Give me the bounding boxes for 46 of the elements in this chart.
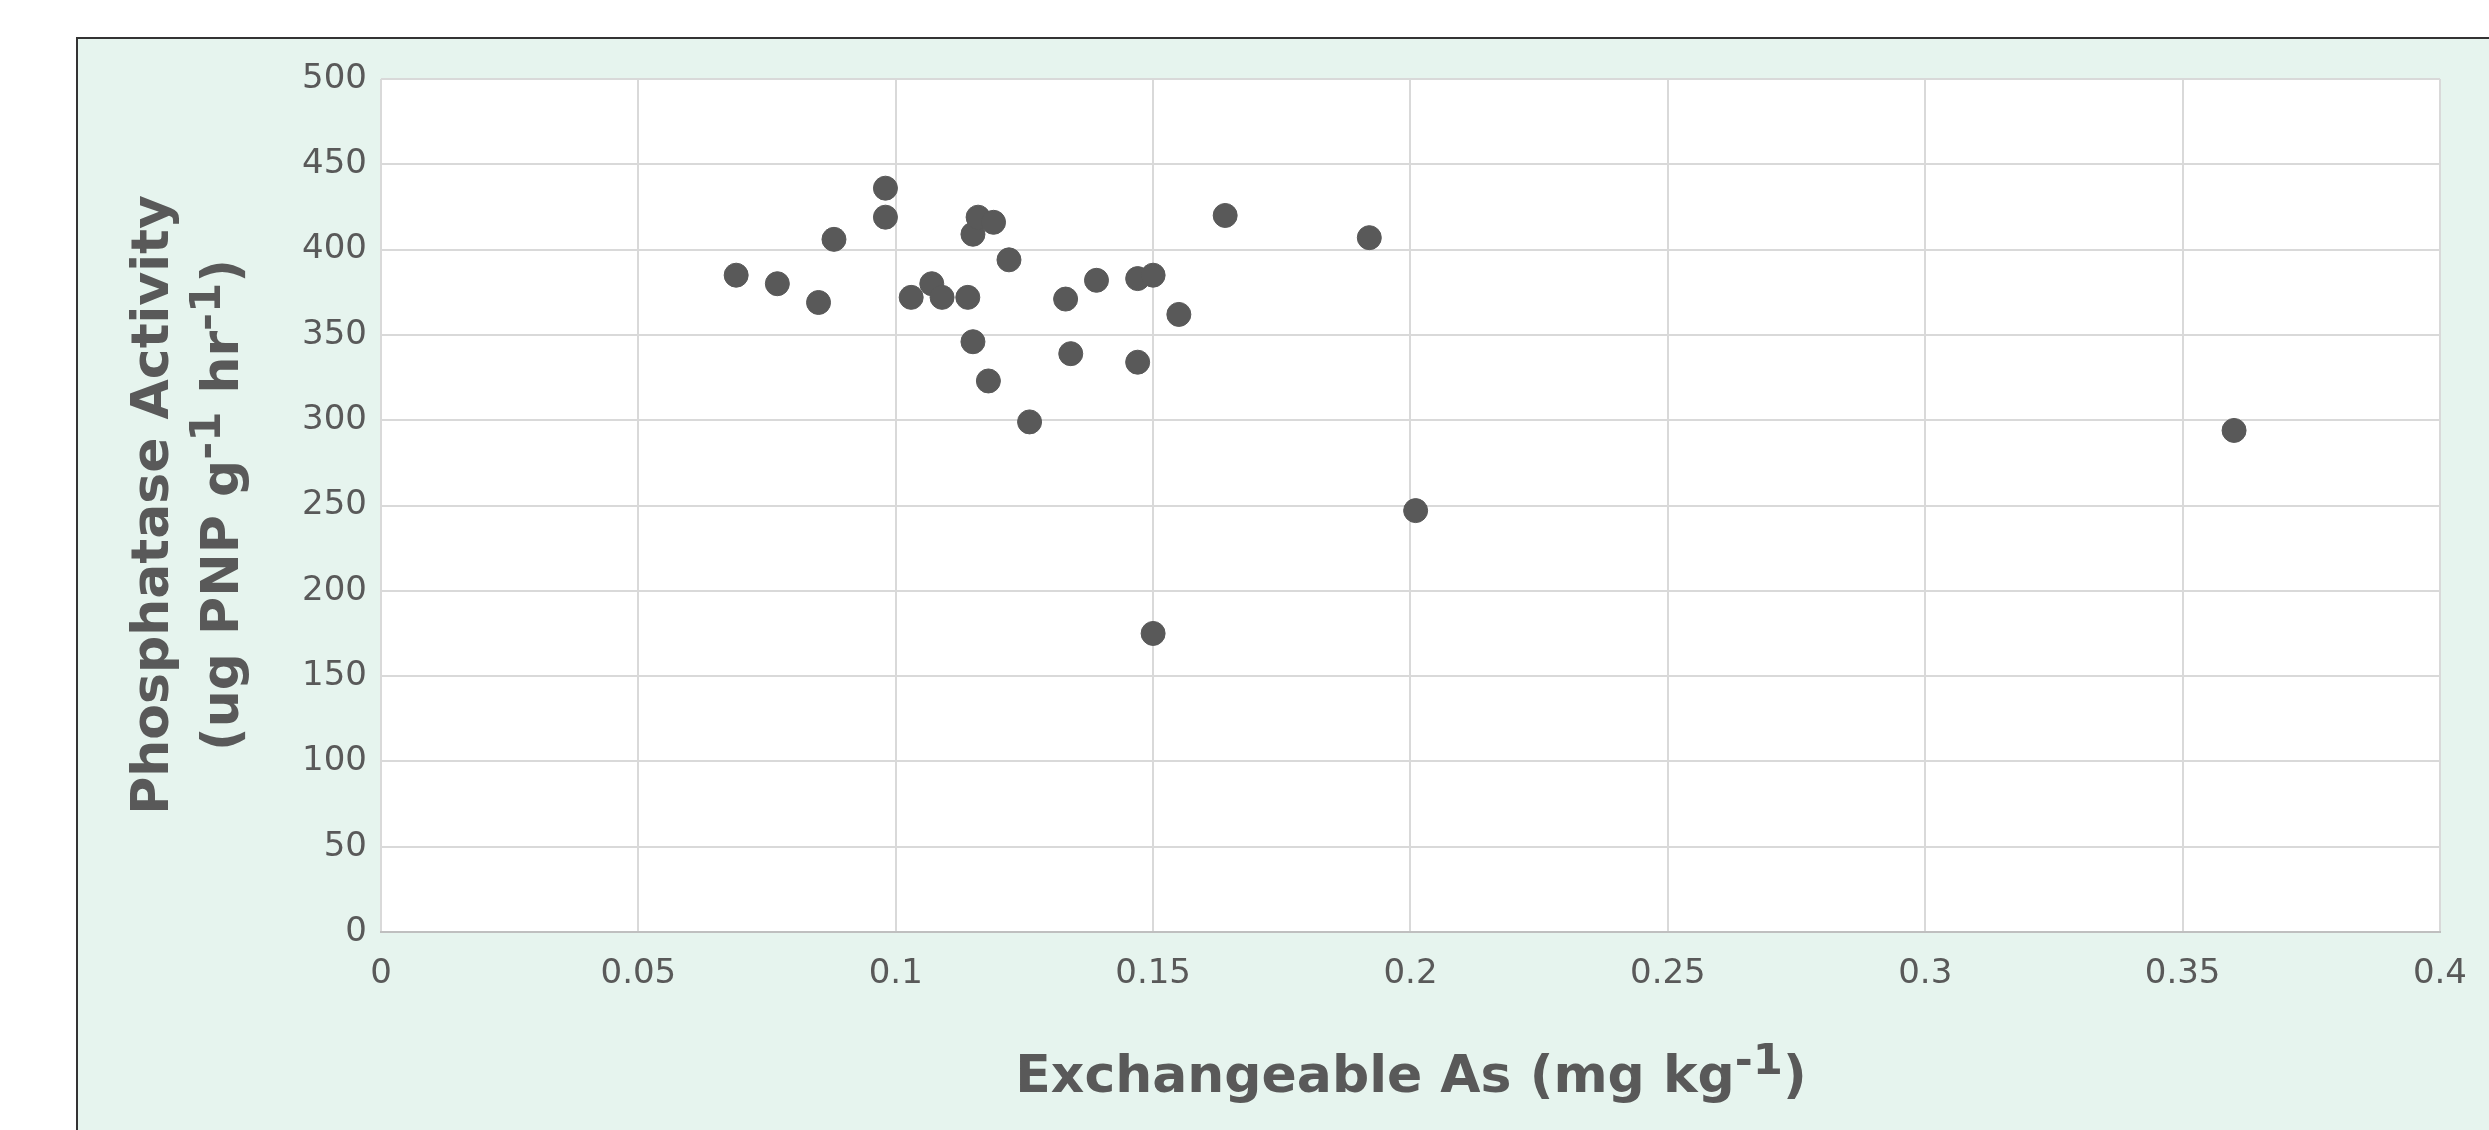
point bbox=[2221, 417, 2247, 443]
point bbox=[1140, 620, 1166, 646]
x-tick-label: 0.05 bbox=[600, 951, 677, 992]
y-tick-label: 100 bbox=[302, 738, 367, 779]
x-tick-label: 0.35 bbox=[2144, 951, 2221, 992]
y-tick-label: 500 bbox=[302, 55, 367, 96]
point bbox=[723, 262, 749, 288]
y-tick-label: 400 bbox=[302, 226, 367, 267]
point bbox=[1166, 301, 1192, 327]
point bbox=[1058, 341, 1084, 367]
point bbox=[821, 226, 847, 252]
point bbox=[929, 284, 955, 310]
point bbox=[1403, 498, 1429, 524]
y-tick-label: 250 bbox=[302, 482, 367, 523]
x-tick-label: 0.15 bbox=[1115, 951, 1191, 992]
x-tick-label: 0.25 bbox=[1630, 951, 1706, 992]
point bbox=[955, 284, 981, 310]
point bbox=[975, 368, 1001, 394]
y-tick-label: 150 bbox=[302, 652, 367, 693]
point bbox=[1212, 202, 1238, 228]
x-tick-label: 0.4 bbox=[2412, 951, 2467, 992]
x-axis-title: Exchangeable As (mg kg$^{-1}$) bbox=[1014, 1034, 1808, 1106]
point bbox=[1140, 262, 1166, 288]
point bbox=[960, 329, 986, 355]
point bbox=[1017, 409, 1043, 435]
point bbox=[996, 247, 1022, 273]
point bbox=[872, 204, 898, 230]
x-tick-label: 0 bbox=[370, 951, 392, 992]
point bbox=[1083, 267, 1109, 293]
point bbox=[898, 284, 924, 310]
point bbox=[1356, 225, 1382, 251]
y-tick-label: 0 bbox=[345, 908, 367, 949]
y-tick-label: 300 bbox=[302, 397, 367, 438]
y-tick-label: 50 bbox=[323, 823, 367, 864]
point bbox=[981, 209, 1007, 235]
x-tick-label: 0.2 bbox=[1383, 951, 1438, 992]
x-tick-label: 0.3 bbox=[1898, 951, 1953, 992]
x-tick-label: 0.1 bbox=[868, 951, 923, 992]
point bbox=[806, 289, 832, 315]
point bbox=[872, 175, 898, 201]
point bbox=[1125, 349, 1151, 375]
point bbox=[1053, 286, 1079, 312]
y-tick-label: 450 bbox=[302, 141, 367, 182]
point bbox=[764, 271, 790, 297]
y-tick-label: 350 bbox=[302, 311, 367, 352]
y-tick-label: 200 bbox=[302, 567, 367, 608]
